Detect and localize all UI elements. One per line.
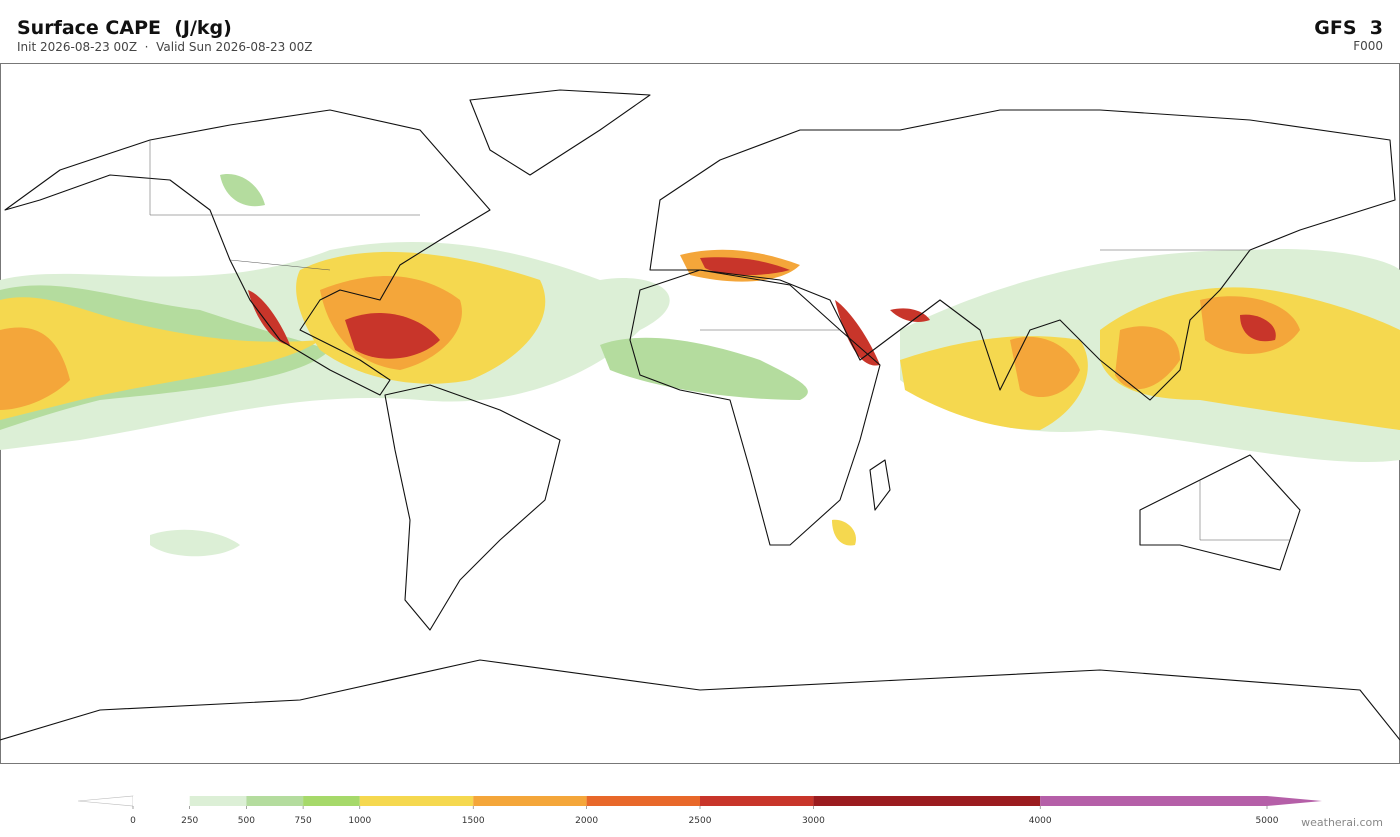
colorbar: 0 250 500 750 1000 1500 2000 2500 3000 4000 5000 xyxy=(77,795,1322,826)
colorbar-tick-label: 0 xyxy=(130,816,136,826)
cape-field xyxy=(0,174,1400,557)
colorbar-tick-label: 5000 xyxy=(1256,816,1279,826)
colorbar-extend-high xyxy=(1267,796,1322,806)
colorbar-tick-label: 750 xyxy=(295,816,312,826)
colorbar-segment xyxy=(1040,796,1267,806)
colorbar-segment xyxy=(303,796,360,806)
colorbar-segment xyxy=(700,796,814,806)
colorbar-tick-label: 250 xyxy=(181,816,198,826)
colorbar-segment xyxy=(586,796,700,806)
subtitle: Init 2026-08-23 00Z · Valid Sun 2026-08-… xyxy=(17,40,313,54)
colorbar-segment xyxy=(359,796,474,806)
map xyxy=(0,63,1400,764)
colorbar-segment xyxy=(189,796,247,806)
coastlines xyxy=(0,89,1400,741)
colorbar-segment xyxy=(246,796,304,806)
colorbar-tick-label: 2000 xyxy=(575,816,598,826)
model-name: GFS 3 xyxy=(1314,17,1383,39)
colorbar-tick-label: 4000 xyxy=(1029,816,1052,826)
colorbar-tick-label: 1500 xyxy=(462,816,485,826)
colorbar-tick-label: 2500 xyxy=(689,816,712,826)
colorbar-segment xyxy=(473,796,587,806)
title: Surface CAPE (J/kg) xyxy=(17,17,232,39)
colorbar-tick-label: 3000 xyxy=(802,816,825,826)
colorbar-tick-label: 500 xyxy=(238,816,255,826)
colorbar-extend-low xyxy=(77,795,134,807)
colorbar-tick-label: 1000 xyxy=(348,816,371,826)
colorbar-segment xyxy=(813,796,1041,806)
colorbar-segment xyxy=(133,796,190,806)
forecast-hour: F000 xyxy=(1353,39,1383,53)
credit: weatherai.com xyxy=(1301,816,1383,829)
